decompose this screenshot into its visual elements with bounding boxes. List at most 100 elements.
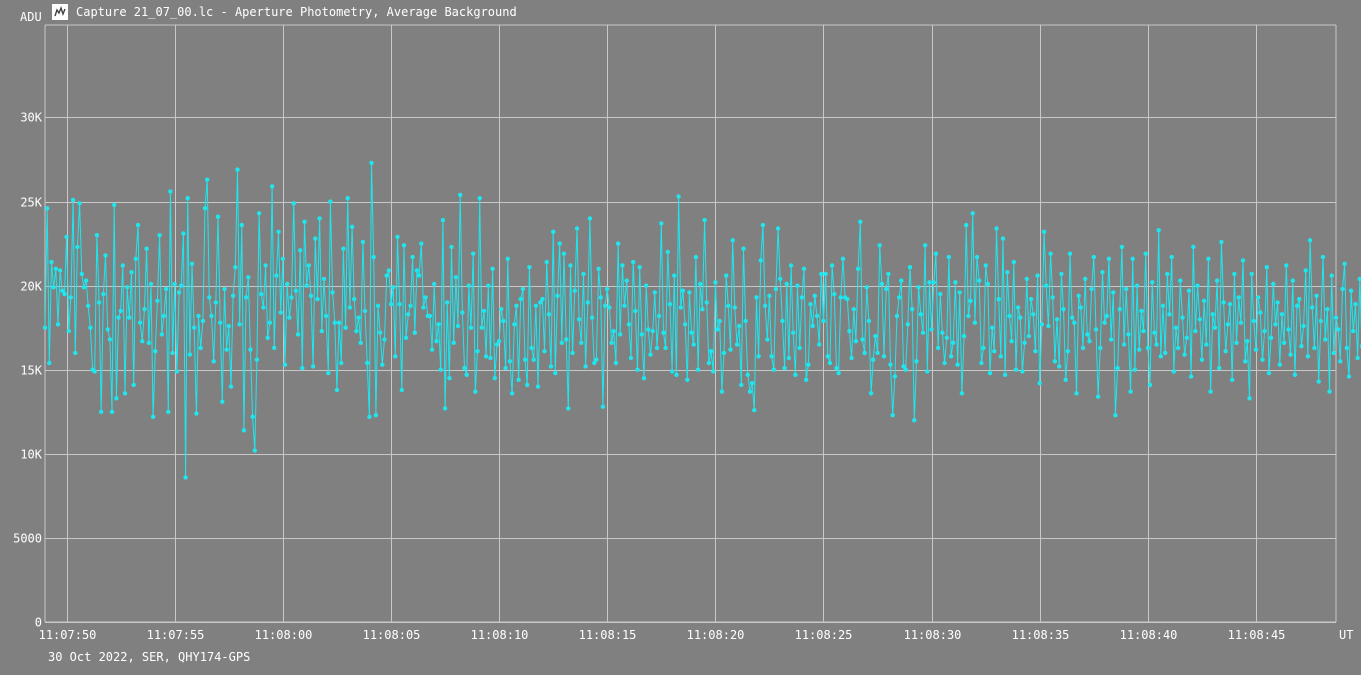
data-point <box>267 320 273 325</box>
data-point <box>672 273 677 278</box>
data-point <box>1299 344 1304 349</box>
data-point <box>551 229 556 234</box>
data-point <box>395 234 400 240</box>
data-point <box>205 177 210 182</box>
data-point <box>274 273 279 278</box>
data-point <box>112 202 117 208</box>
data-point <box>447 376 452 381</box>
data-point <box>762 303 768 308</box>
data-point <box>289 295 294 300</box>
data-point <box>747 389 753 394</box>
data-point <box>479 325 484 330</box>
data-point <box>319 328 324 334</box>
data-point <box>1065 349 1071 354</box>
data-point <box>717 318 722 324</box>
data-point <box>654 345 660 351</box>
y-axis-label: ADU <box>20 10 42 24</box>
data-point <box>1126 332 1131 337</box>
data-point <box>602 303 608 308</box>
data-point <box>901 364 906 369</box>
data-point <box>96 300 102 305</box>
data-point <box>890 413 895 418</box>
data-point <box>1191 244 1196 250</box>
data-point <box>215 214 221 219</box>
data-point <box>1035 273 1040 278</box>
data-point <box>1310 305 1315 310</box>
data-point <box>436 322 441 327</box>
data-point <box>239 222 244 228</box>
data-point <box>572 288 577 293</box>
data-point <box>708 349 714 354</box>
data-point <box>200 318 206 324</box>
data-point <box>477 196 482 201</box>
data-point <box>713 280 718 285</box>
x-tick-label: 11:08:40 <box>1120 628 1178 642</box>
data-point <box>618 332 623 337</box>
data-point <box>568 263 573 268</box>
data-point <box>693 254 699 260</box>
data-point <box>525 382 530 388</box>
data-point <box>1344 345 1350 351</box>
data-point <box>352 296 357 302</box>
data-point <box>754 295 759 300</box>
data-point <box>1180 315 1185 320</box>
data-point <box>598 295 603 300</box>
data-point <box>211 359 216 364</box>
data-point <box>1113 413 1118 418</box>
data-point <box>529 345 534 351</box>
data-point <box>1204 342 1209 347</box>
data-point <box>760 222 766 228</box>
data-point <box>1119 244 1125 250</box>
y-tick-label: 5000 <box>13 532 42 546</box>
data-point <box>263 263 268 268</box>
data-point <box>927 280 932 285</box>
data-point <box>1338 359 1343 364</box>
data-point <box>535 384 541 389</box>
data-point <box>499 307 504 312</box>
data-point <box>135 222 141 228</box>
data-point <box>966 313 971 319</box>
data-point <box>179 283 184 288</box>
data-point <box>1093 327 1099 332</box>
data-point <box>702 217 707 223</box>
data-point <box>1057 364 1062 369</box>
data-point <box>1195 283 1200 288</box>
data-point <box>1323 337 1328 342</box>
data-point <box>347 305 353 310</box>
data-point <box>410 254 415 260</box>
data-point <box>827 360 833 366</box>
data-point <box>53 266 58 271</box>
data-point <box>1072 320 1077 325</box>
data-point <box>440 217 446 223</box>
data-point <box>925 369 930 374</box>
data-point <box>393 354 398 359</box>
data-point <box>349 224 355 229</box>
data-point <box>155 298 160 303</box>
data-point <box>546 312 552 317</box>
data-point <box>1318 318 1324 324</box>
data-point <box>935 345 941 351</box>
data-point <box>881 354 887 359</box>
data-point <box>250 414 255 419</box>
data-point <box>695 367 701 372</box>
data-point <box>894 313 900 319</box>
data-point <box>403 335 409 340</box>
data-point <box>280 256 286 261</box>
data-point <box>570 350 575 356</box>
data-point <box>1301 323 1306 329</box>
data-point <box>700 307 705 312</box>
data-point <box>408 303 413 308</box>
data-point <box>914 359 919 364</box>
data-point <box>987 370 993 376</box>
data-point <box>775 226 781 231</box>
data-point <box>1277 362 1283 367</box>
data-point <box>771 367 776 372</box>
data-point <box>1024 276 1030 282</box>
data-point <box>819 271 824 277</box>
data-point <box>118 308 123 314</box>
data-point <box>1037 381 1042 386</box>
data-point <box>1102 320 1107 325</box>
data-point <box>1054 317 1060 322</box>
data-point <box>243 295 249 300</box>
data-point <box>1305 354 1311 359</box>
